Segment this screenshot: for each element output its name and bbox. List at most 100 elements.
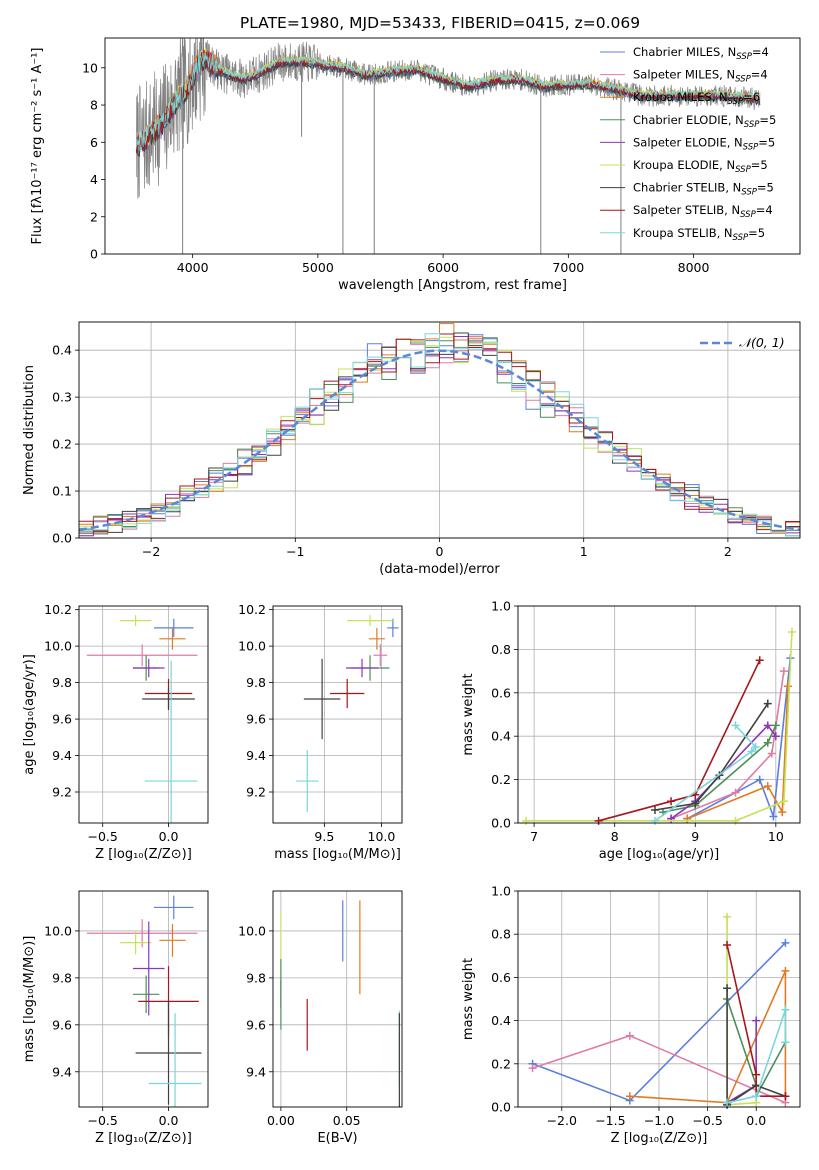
series-line-ss [598, 659, 761, 822]
series-marker-sm [528, 1064, 537, 1073]
x-tick-label: −2.0 [547, 1113, 577, 1128]
series-line-se [726, 1020, 757, 1104]
x-axis-label: Z [log₁₀(Z/Z⊙)] [95, 847, 192, 862]
x-tick-label: 0 [436, 544, 444, 559]
model-spectrum-ss [135, 49, 761, 154]
y-tick-label: 9.4 [246, 1064, 266, 1079]
y-axis-label: Normed distribution [22, 365, 37, 495]
legend-label-main: Kroupa ELODIE, N [633, 158, 735, 172]
x-tick-label: −2 [142, 544, 160, 559]
x-tick-label: 6000 [427, 260, 459, 275]
axes-frame [517, 605, 801, 824]
legend-label-post: =5 [759, 113, 776, 127]
legend-label-post: =4 [751, 68, 768, 82]
x-tick-label: 0.0 [159, 1113, 179, 1128]
legend-label-post: =5 [757, 181, 774, 195]
y-tick-label: 9.6 [52, 712, 72, 727]
x-tick-label: −1.0 [644, 1113, 674, 1128]
y-tick-label: 9.8 [246, 970, 266, 985]
series-marker-se [771, 732, 780, 741]
y-tick-label: 1.0 [491, 884, 511, 899]
series-marker-km [783, 682, 792, 691]
series-marker-ss [781, 1092, 790, 1101]
axes-frame [78, 605, 209, 824]
y-tick-label: 0.4 [491, 1013, 511, 1028]
x-tick-label: 0.0 [746, 1113, 766, 1128]
axes-frame [78, 321, 801, 539]
y-tick-label: 0.0 [52, 531, 72, 546]
x-axis-label: E(B-V) [317, 1131, 357, 1146]
series-marker-ks [751, 743, 760, 752]
x-tick-label: −0.5 [88, 829, 118, 844]
series-marker-sm [731, 788, 740, 797]
y-tick-label: 0.3 [52, 390, 72, 405]
y-tick-label: 9.4 [52, 748, 72, 763]
y-tick-label: 0.8 [491, 927, 511, 942]
y-tick-label: 9.6 [246, 1017, 266, 1032]
x-tick-label: 7000 [552, 260, 584, 275]
axes-age_vs_Z: −0.5 0.0 9.2 9.4 9.6 9.8 10.0 10.2 Z [log₁₀(Z/Z⊙… [22, 602, 209, 862]
y-axis-label: mass weight [461, 958, 476, 1040]
series-marker-ke [731, 816, 740, 825]
y-tick-label: 6 [90, 135, 98, 150]
y-axis-label: mass weight [461, 673, 476, 755]
y-tick-label: 0.2 [491, 772, 511, 787]
series-marker-ce [763, 738, 772, 747]
series-marker-ks [781, 1038, 790, 1047]
series-line-cs [726, 988, 786, 1107]
legend-label: Chabrier MILES, NSSP=4 [633, 45, 769, 62]
series-marker-cs [691, 799, 700, 808]
x-tick-label: 2 [724, 544, 732, 559]
legend-label: Chabrier ELODIE, NSSP=5 [633, 113, 776, 130]
y-tick-label: 9.8 [52, 675, 72, 690]
gaussian-curve [79, 349, 800, 532]
series-marker-ks [723, 1098, 732, 1107]
legend-label-sub: SSP [735, 165, 751, 175]
y-tick-label: 9.4 [246, 748, 266, 763]
y-tick-label: 0.0 [491, 816, 511, 831]
axes-frame [517, 890, 801, 1108]
series-marker-sm [625, 1031, 634, 1040]
x-tick-label: 7 [530, 829, 538, 844]
legend-label-post: =4 [756, 203, 773, 217]
y-tick-label: 9.2 [246, 785, 266, 800]
y-axis-label: mass [log₁₀(M/M⊙)] [22, 936, 37, 1063]
axes-frame [78, 890, 209, 1108]
series-line-ce [662, 725, 777, 813]
x-tick-label: 10.0 [368, 829, 396, 844]
series-marker-km [781, 966, 790, 975]
y-tick-label: 0.0 [491, 1100, 511, 1115]
y-tick-label: 8 [90, 98, 98, 113]
series-marker-cs [650, 805, 659, 814]
legend-label: Salpeter MILES, NSSP=4 [633, 68, 768, 85]
histogram-ks [79, 333, 800, 537]
series-marker-ke [787, 628, 796, 637]
x-axis-label: age [log₁₀(age/yr)] [599, 847, 720, 862]
axes-frame [272, 890, 403, 1108]
y-tick-label: 10 [82, 60, 98, 75]
series-marker-km [778, 808, 787, 817]
series-line-sm [670, 670, 785, 820]
legend-label-sub: SSP [740, 210, 756, 220]
x-tick-label: 0.0 [159, 829, 179, 844]
legend-label: Kroupa STELIB, NSSP=5 [633, 226, 765, 243]
series-marker-ks [781, 1005, 790, 1014]
legend-label-main: Chabrier MILES, N [633, 45, 736, 59]
series-line-cm [686, 658, 792, 820]
legend-label-sub: SSP [733, 233, 749, 243]
legend-label-main: Salpeter ELODIE, N [633, 135, 743, 149]
x-tick-label: 8000 [678, 260, 710, 275]
axes-ebv: 0.00 0.05 9.4 9.6 9.8 10.0 E(B-V) [238, 890, 403, 1146]
series-marker-ke [779, 797, 788, 806]
x-axis-label: (data-model)/error [379, 562, 500, 577]
series-marker-ke [522, 816, 531, 825]
y-tick-label: 0.4 [52, 343, 72, 358]
series-line-ks [726, 1009, 787, 1104]
series-marker-cm [755, 775, 764, 784]
x-tick-label: 0.00 [267, 1113, 295, 1128]
series-marker-ce [771, 721, 780, 730]
legend-label-post: =4 [752, 45, 769, 59]
y-tick-label: 9.6 [52, 1017, 72, 1032]
y-tick-label: 0.2 [52, 437, 72, 452]
series-marker-ks [747, 747, 756, 756]
